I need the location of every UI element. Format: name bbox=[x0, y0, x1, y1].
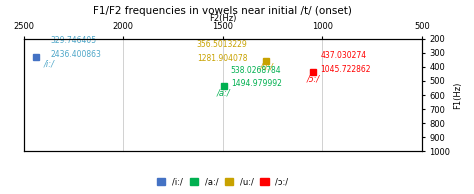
Y-axis label: F1(Hz): F1(Hz) bbox=[453, 81, 462, 109]
Text: 437.030274: 437.030274 bbox=[320, 51, 366, 60]
Text: 1045.722862: 1045.722862 bbox=[320, 65, 371, 74]
Text: /a:/: /a:/ bbox=[217, 88, 231, 97]
Text: 1281.904078: 1281.904078 bbox=[197, 54, 247, 63]
Text: /ɔ:/: /ɔ:/ bbox=[307, 74, 320, 83]
Text: 2436.400863: 2436.400863 bbox=[50, 50, 101, 59]
Text: 329.746405: 329.746405 bbox=[50, 36, 96, 45]
Text: F1/F2 frequencies in vowels near initial /t/ (onset): F1/F2 frequencies in vowels near initial… bbox=[93, 6, 352, 16]
Text: /i:/: /i:/ bbox=[43, 59, 55, 68]
Legend: /i:/, /a:/, /u:/, /ɔ:/: /i:/, /a:/, /u:/, /ɔ:/ bbox=[154, 174, 292, 190]
X-axis label: F2(Hz): F2(Hz) bbox=[209, 14, 237, 23]
Text: /u:/: /u:/ bbox=[259, 63, 273, 72]
Text: 1494.979992: 1494.979992 bbox=[231, 79, 282, 88]
Text: 538.0268784: 538.0268784 bbox=[231, 66, 282, 74]
Text: 356.5013229: 356.5013229 bbox=[197, 40, 247, 49]
